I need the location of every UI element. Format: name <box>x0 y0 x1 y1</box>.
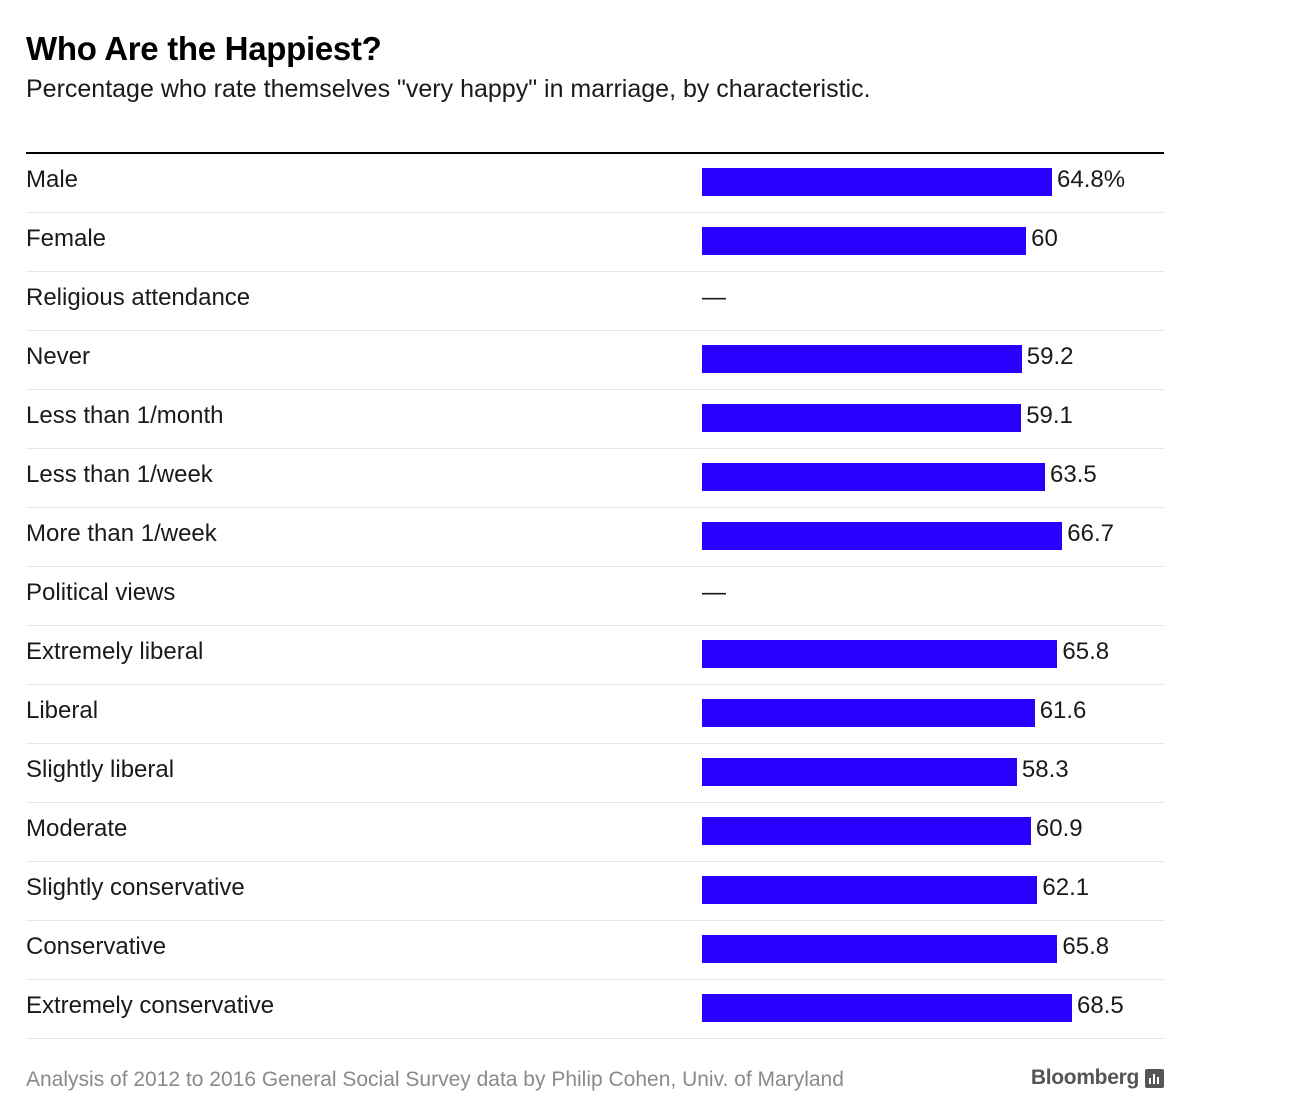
category-label: Extremely conservative <box>26 992 275 1019</box>
value-label: 63.5 <box>1050 461 1097 488</box>
chart-row: Female 60 <box>26 213 1164 272</box>
value-label: 60 <box>1031 225 1058 252</box>
no-value-dash: — <box>702 284 726 311</box>
bar <box>702 522 1063 550</box>
source-note: Analysis of 2012 to 2016 General Social … <box>26 1068 844 1091</box>
bar <box>702 994 1072 1022</box>
chart-row: Religious attendance — <box>26 272 1164 331</box>
category-label: Extremely liberal <box>26 638 204 665</box>
bar <box>702 640 1058 668</box>
category-label: Less than 1/week <box>26 461 213 488</box>
bar <box>702 404 1022 432</box>
chart-row: Extremely liberal 65.8 <box>26 626 1164 685</box>
category-label: Political views <box>26 579 176 606</box>
bar <box>702 345 1022 373</box>
chart-row: Male 64.8% <box>26 154 1164 213</box>
chart-row: Slightly conservative 62.1 <box>26 862 1164 921</box>
chart-row: Moderate 60.9 <box>26 803 1164 862</box>
bar <box>702 935 1058 963</box>
chart-row: Extremely conservative 68.5 <box>26 980 1164 1039</box>
value-label: 68.5 <box>1077 992 1124 1019</box>
category-label: Slightly conservative <box>26 874 245 901</box>
value-label: 60.9 <box>1035 815 1083 842</box>
chart-row: Less than 1/month 59.1 <box>26 390 1164 449</box>
value-label: 66.7 <box>1067 520 1115 547</box>
category-label: Religious attendance <box>26 284 251 311</box>
value-label: 62.1 <box>1042 874 1090 901</box>
bar <box>702 699 1035 727</box>
category-label: Less than 1/month <box>26 402 224 429</box>
category-label: Liberal <box>26 697 99 724</box>
chart-row: Slightly liberal 58.3 <box>26 744 1164 803</box>
no-value-dash: — <box>702 579 726 606</box>
brand-logo: Bloomberg <box>1031 1066 1164 1090</box>
category-label: More than 1/week <box>26 520 217 547</box>
value-label: 64.8% <box>1057 166 1126 193</box>
category-label: Female <box>26 225 107 252</box>
category-label: Slightly liberal <box>26 756 175 783</box>
bar <box>702 168 1052 196</box>
value-label: 65.8 <box>1062 933 1110 960</box>
bar <box>702 227 1027 255</box>
category-label: Male <box>26 166 79 193</box>
bar <box>702 817 1031 845</box>
bar <box>702 463 1045 491</box>
category-label: Never <box>26 343 91 370</box>
chart-row: Less than 1/week 63.5 <box>26 449 1164 508</box>
chart-row: More than 1/week 66.7 <box>26 508 1164 567</box>
chart-row: Conservative 65.8 <box>26 921 1164 980</box>
chart-subtitle: Percentage who rate themselves "very hap… <box>26 75 871 103</box>
chart-row: Political views — <box>26 567 1164 626</box>
value-label: 61.6 <box>1039 697 1087 724</box>
chart-title: Who Are the Happiest? <box>26 30 382 67</box>
top-rule <box>26 152 1164 154</box>
value-label: 65.8 <box>1062 638 1110 665</box>
bar <box>702 758 1017 786</box>
bar-chart: Male 64.8% Female 60 Religious attendance — Ne… <box>26 154 1164 1039</box>
value-label: 59.1 <box>1026 402 1073 429</box>
chart-row: Never 59.2 <box>26 331 1164 390</box>
chart-row: Liberal 61.6 <box>26 685 1164 744</box>
value-label: 58.3 <box>1021 756 1069 783</box>
bar-chart-icon <box>1145 1068 1164 1088</box>
category-label: Conservative <box>26 933 167 960</box>
category-label: Moderate <box>26 815 128 842</box>
bar <box>702 876 1038 904</box>
brand-name: Bloomberg <box>1030 1066 1139 1089</box>
value-label: 59.2 <box>1026 343 1074 370</box>
